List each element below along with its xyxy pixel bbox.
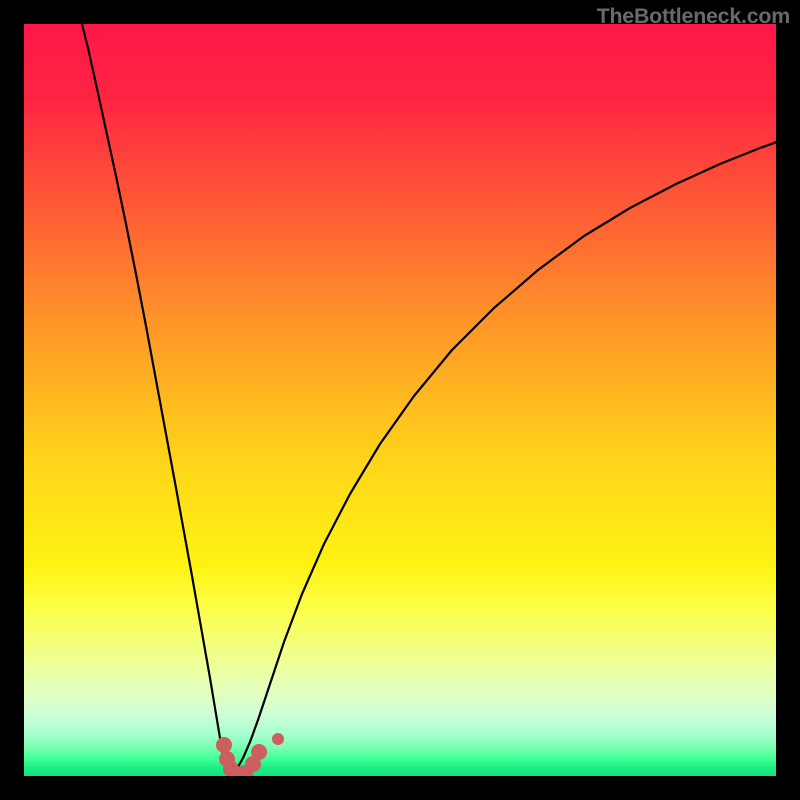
gradient-background <box>24 24 776 776</box>
plot-svg <box>24 24 776 776</box>
chart-frame: TheBottleneck.com <box>0 0 800 800</box>
plot-area <box>24 24 776 776</box>
data-marker <box>251 744 267 760</box>
data-marker <box>272 733 284 745</box>
watermark-text: TheBottleneck.com <box>597 4 790 29</box>
data-marker <box>216 737 232 753</box>
